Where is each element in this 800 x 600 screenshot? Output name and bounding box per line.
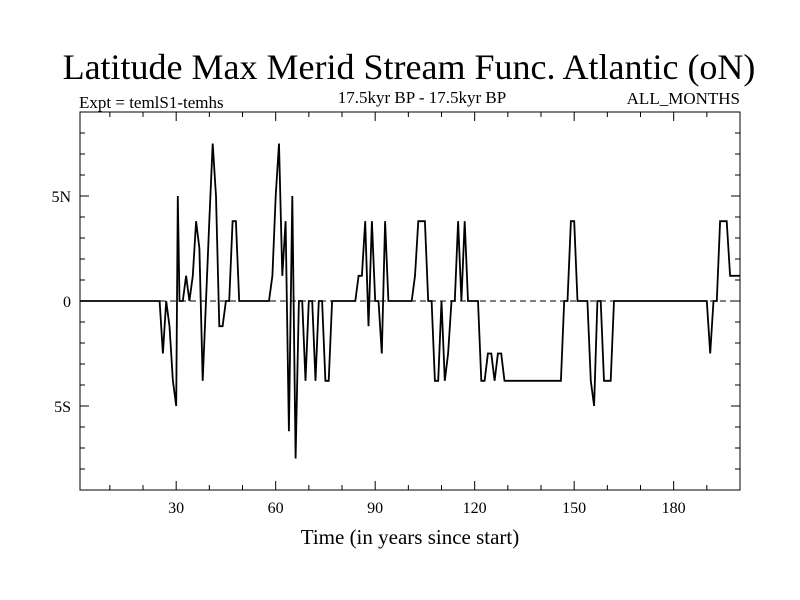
y-tick-label: 0	[63, 294, 71, 311]
y-tick-label: 5N	[51, 189, 71, 206]
y-tick-label: 5S	[54, 399, 71, 416]
x-tick-label: 60	[268, 500, 284, 517]
x-axis-label: Time (in years since start)	[301, 525, 520, 549]
x-tick-label: 120	[463, 500, 487, 517]
x-tick-label: 90	[367, 500, 383, 517]
period-label: 17.5kyr BP - 17.5kyr BP	[338, 88, 506, 107]
y-axis: 5S 0 5N	[51, 111, 740, 491]
chart-title: Latitude Max Merid Stream Func. Atlantic…	[63, 47, 756, 87]
x-axis: 30 60 90 120 150 180	[109, 112, 741, 517]
series-line	[80, 143, 740, 459]
x-tick-label: 150	[562, 500, 586, 517]
experiment-label: Expt = temlS1-temhs	[79, 93, 224, 112]
months-label: ALL_MONTHS	[627, 89, 740, 108]
x-tick-label: 180	[662, 500, 686, 517]
x-tick-label: 30	[168, 500, 184, 517]
